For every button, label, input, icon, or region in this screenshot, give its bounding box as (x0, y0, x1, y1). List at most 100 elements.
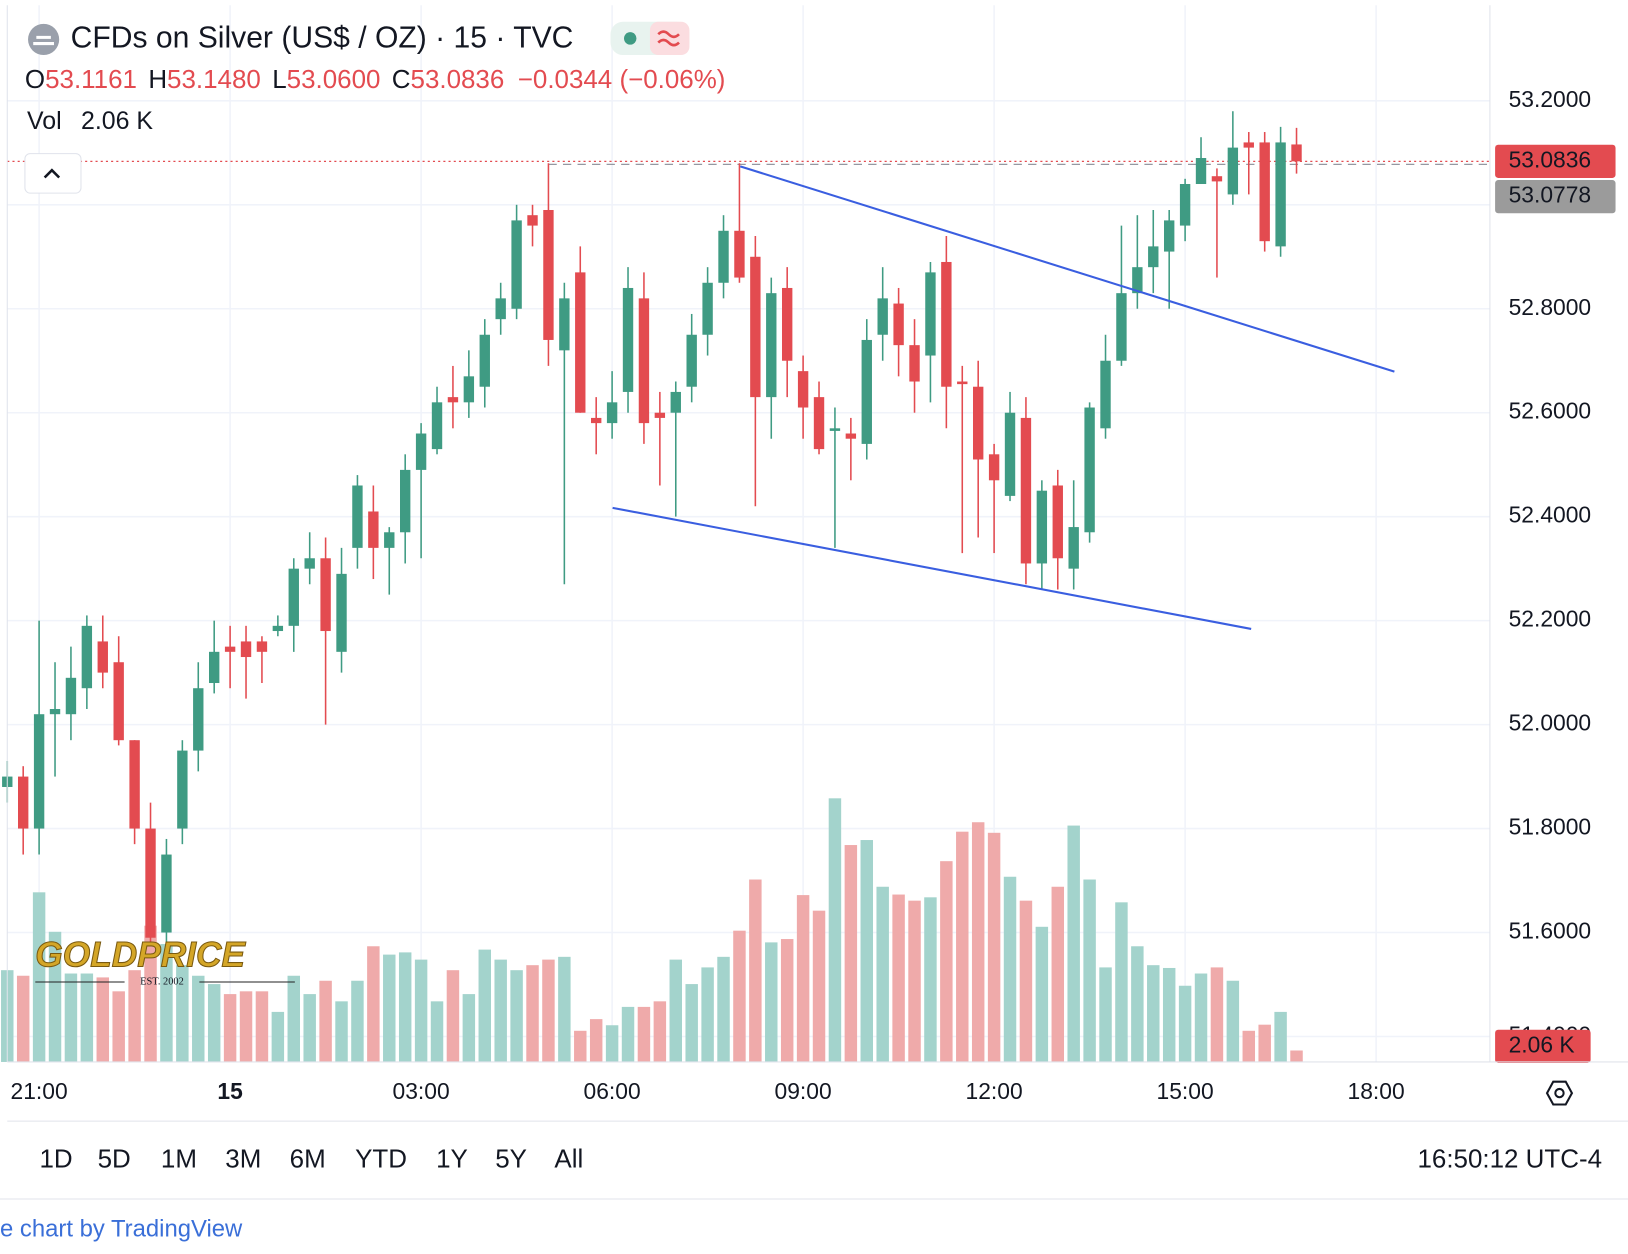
candle-body (97, 641, 108, 673)
candle-body (240, 641, 252, 658)
candle-body (81, 625, 93, 689)
volume-bar (303, 994, 316, 1062)
candle-body (224, 646, 236, 652)
candle-body (797, 371, 809, 408)
volume-bar (462, 994, 476, 1062)
candle-body (1259, 142, 1270, 242)
volume-bar (860, 840, 874, 1062)
candle-body (893, 303, 904, 346)
volume-bar (589, 1019, 603, 1062)
candle-body (495, 298, 506, 320)
volume-bar (1290, 1050, 1303, 1062)
volume-bar (956, 831, 969, 1062)
candle-body (941, 261, 952, 387)
candle-body (1020, 417, 1032, 564)
x-tick-label: 21:00 (11, 1078, 68, 1104)
volume-bar (207, 984, 221, 1062)
volume-bar (64, 973, 78, 1062)
bid-badge (1495, 180, 1616, 214)
candle-body (606, 402, 618, 424)
logo-text: GOLDPRICE (35, 935, 246, 974)
settings-button[interactable] (1545, 1080, 1574, 1106)
volume-bar (621, 1006, 635, 1062)
volume-bar (319, 980, 332, 1062)
attribution[interactable]: e chart by TradingView (0, 1215, 243, 1242)
volume-bar (987, 832, 1001, 1062)
x-tick-label: 06:00 (584, 1078, 641, 1104)
volume-bar (239, 991, 253, 1062)
candle-body (829, 428, 841, 431)
candle-body (813, 397, 825, 450)
candle-body (193, 688, 204, 751)
candle-body (1036, 490, 1048, 564)
y-tick-label: 52.0000 (1509, 710, 1592, 736)
legend: CFDs on Silver (US$ / OZ) · 15 · TVC O53… (24, 21, 725, 194)
range-button[interactable]: 1M (161, 1145, 197, 1173)
volume-badge (1495, 1029, 1591, 1063)
candle-body (670, 391, 681, 413)
candle-body (575, 272, 586, 413)
range-button[interactable]: 5Y (495, 1145, 527, 1173)
volume-bar (287, 975, 301, 1062)
range-button[interactable]: 6M (290, 1145, 326, 1173)
volume-bar (733, 930, 746, 1062)
range-button[interactable]: 5D (98, 1145, 131, 1173)
volume-bar (717, 956, 730, 1062)
volume-bar (430, 1001, 444, 1062)
volume-bar (494, 959, 507, 1062)
volume-bar (1131, 946, 1144, 1062)
volume-bar (255, 991, 269, 1062)
candle-body (447, 397, 459, 403)
ohlc-key: L (272, 66, 286, 94)
volume-bar (48, 931, 62, 1062)
volume-bar (223, 994, 237, 1062)
candle-body (272, 625, 284, 632)
volume-bar (144, 925, 157, 1062)
volume-bar (1178, 985, 1192, 1062)
candle-body (161, 854, 172, 933)
volume-label: 2.06 K (1509, 1031, 1575, 1057)
candle-layer (2, 111, 1302, 943)
volume-bar (924, 897, 937, 1062)
volume-bar (1019, 900, 1033, 1062)
volume-bar (1162, 967, 1176, 1062)
volume-bar (1258, 1024, 1271, 1062)
y-tick-label: 52.2000 (1509, 606, 1592, 632)
ohlc-key: O (25, 66, 45, 94)
collapse-button[interactable] (24, 153, 82, 194)
range-button[interactable]: 3M (225, 1145, 261, 1173)
candle-body (845, 433, 857, 439)
volume-bar (574, 1030, 587, 1062)
x-tick-label: 15 (217, 1078, 243, 1104)
candle-body (590, 417, 602, 424)
candle-body (781, 287, 793, 361)
x-tick-label: 12:00 (966, 1078, 1023, 1104)
trendline (739, 165, 1395, 373)
candle-body (1275, 142, 1286, 247)
candle-body (479, 334, 490, 387)
volume-bar (446, 970, 460, 1062)
candle-body (988, 454, 1000, 481)
candle-body (511, 220, 522, 309)
range-button[interactable]: 1Y (436, 1145, 468, 1173)
x-tick-label: 18:00 (1348, 1078, 1405, 1104)
volume-bar (1194, 973, 1208, 1062)
y-tick-label: 51.8000 (1509, 814, 1592, 840)
range-button[interactable]: All (554, 1145, 583, 1173)
range-button[interactable]: 1D (39, 1145, 72, 1173)
candle-body (1195, 158, 1207, 185)
candle-body (415, 433, 427, 470)
candle-body (65, 677, 77, 715)
status-pill-red (649, 21, 690, 56)
candle-body (177, 750, 188, 829)
candle-body (1179, 184, 1191, 226)
range-button[interactable]: YTD (355, 1145, 407, 1173)
volume-bar (398, 952, 412, 1062)
volume-bar (478, 949, 492, 1062)
volume-bar (908, 900, 921, 1062)
volume-bar (876, 886, 889, 1062)
volume-bar (383, 954, 396, 1062)
y-tick-label: 52.8000 (1509, 294, 1592, 320)
x-tick-label: 15:00 (1157, 1078, 1214, 1104)
candle-body (129, 740, 140, 829)
